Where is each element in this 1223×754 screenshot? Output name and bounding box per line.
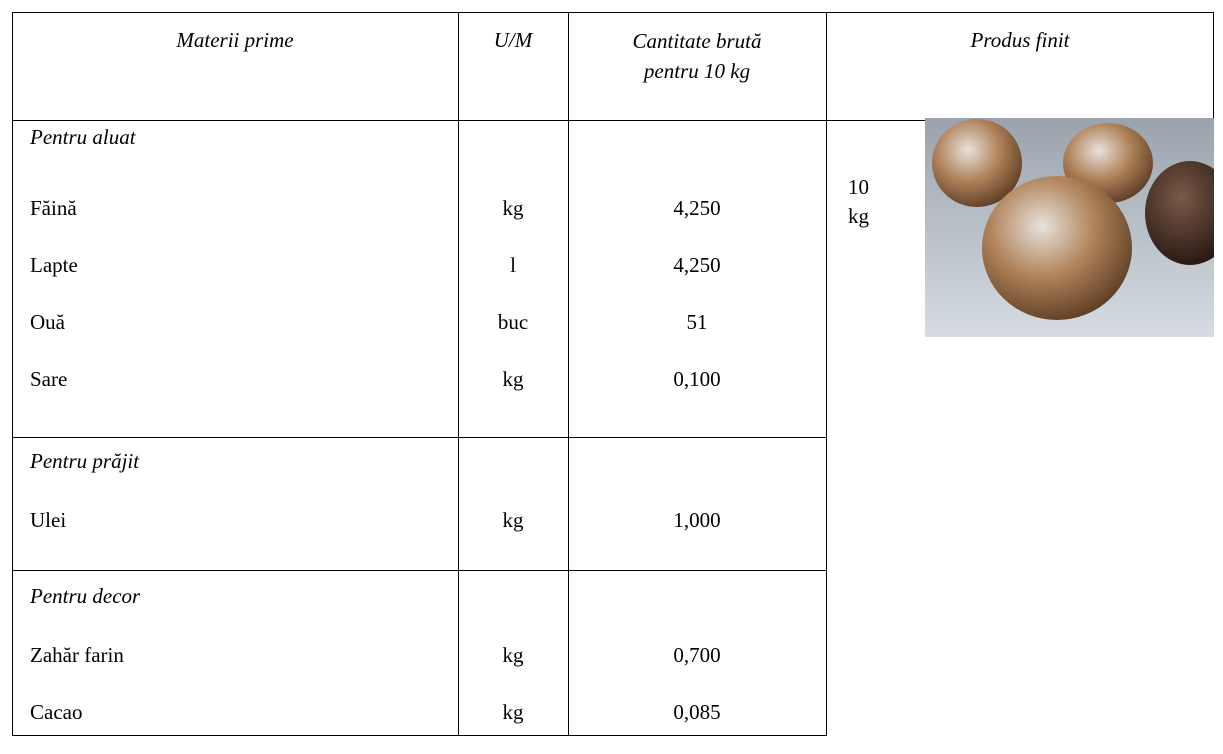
border <box>1213 12 1214 120</box>
ingredient: Ulei <box>30 508 67 532</box>
quantity: 0,100 <box>673 367 721 391</box>
header-cell: Produs finit <box>970 28 1070 52</box>
quantity: 51 <box>686 310 708 334</box>
unit: kg <box>502 367 524 391</box>
ingredient: Zahăr farin <box>30 643 124 667</box>
border <box>12 570 826 571</box>
border <box>826 12 827 735</box>
header-cell: Cantitate brută pentru 10 kg <box>632 29 762 83</box>
header-cell: Materii prime <box>176 28 294 52</box>
ingredient: Făină <box>30 196 77 220</box>
ingredient: Sare <box>30 367 68 391</box>
group-title: Pentru aluat <box>30 125 136 149</box>
border <box>12 120 1214 121</box>
quantity: 4,250 <box>673 253 721 277</box>
quantity: 1,000 <box>673 508 721 532</box>
border <box>12 437 826 438</box>
border <box>568 12 569 735</box>
quantity: 4,250 <box>673 196 721 220</box>
ingredient: Ouă <box>30 310 65 334</box>
unit: kg <box>502 643 524 667</box>
ingredient: Cacao <box>30 700 83 724</box>
product-photo <box>925 118 1214 337</box>
border <box>12 12 13 735</box>
product-quantity: 10 <box>848 175 869 199</box>
ingredient: Lapte <box>30 253 78 277</box>
border <box>458 12 459 735</box>
unit: kg <box>502 196 524 220</box>
border <box>12 735 827 736</box>
quantity: 0,700 <box>673 643 721 667</box>
unit: buc <box>497 310 529 334</box>
unit: kg <box>502 700 524 724</box>
group-title: Pentru prăjit <box>30 449 140 473</box>
unit: kg <box>502 508 524 532</box>
group-title: Pentru decor <box>30 584 141 608</box>
product-unit: kg <box>848 204 869 228</box>
border <box>12 12 1214 13</box>
quantity: 0,085 <box>673 700 721 724</box>
header-cell: U/M <box>493 28 533 52</box>
unit: l <box>510 253 516 277</box>
